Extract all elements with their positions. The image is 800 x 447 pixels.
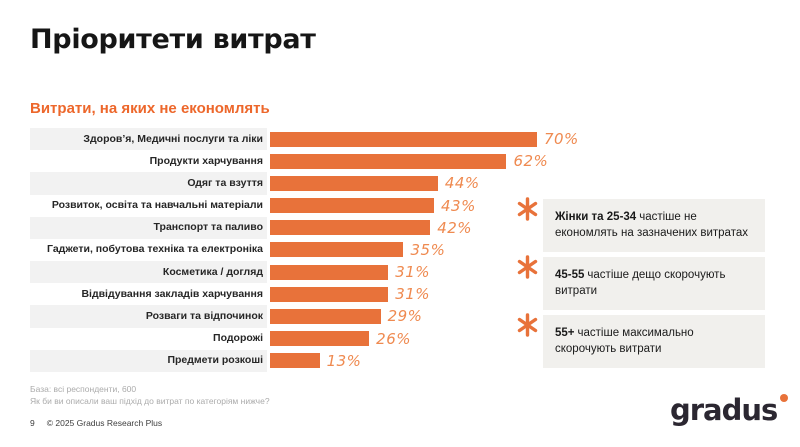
callout-45-55: 45-55 частіше дещо скорочують витрати <box>517 255 765 310</box>
callout-bold-segment: 55+ <box>555 327 575 339</box>
category-label: Косметика / догляд <box>162 265 263 278</box>
chart-row: Відвідування закладів харчування 31% <box>30 283 590 305</box>
value-label: 31% <box>395 285 431 304</box>
row-stripe <box>30 305 267 328</box>
gradus-logo: gradus <box>670 393 789 427</box>
category-label: Гаджети, побутова техніка та електроніка <box>47 243 263 256</box>
row-stripe <box>30 349 267 372</box>
callout-55-plus: 55+ частіше максимально скорочують витрат… <box>517 313 765 368</box>
category-label: Транспорт та паливо <box>153 221 263 234</box>
row-stripe <box>30 216 267 239</box>
bar <box>270 264 389 280</box>
value-label: 70% <box>543 130 579 149</box>
category-label: Розваги та відпочинок <box>145 309 263 322</box>
bar <box>270 286 389 302</box>
bar <box>270 198 434 214</box>
row-stripe <box>30 128 267 151</box>
callout-regular-segment: частіше максимально скорочують витрати <box>555 327 694 356</box>
footnote-line-2: Як би ви описали ваш підхід до витрат по… <box>30 395 270 406</box>
asterisk-icon <box>517 313 538 337</box>
value-label: 42% <box>437 218 473 237</box>
chart-row: Гаджети, побутова техніка та електроніка… <box>30 239 590 261</box>
value-label: 31% <box>395 263 431 282</box>
category-label: Продукти харчування <box>149 154 263 167</box>
row-stripe <box>30 172 267 195</box>
value-label: 44% <box>444 174 480 193</box>
category-label: Здоров’я, Медичні послуги та ліки <box>83 132 263 145</box>
bar <box>270 242 404 258</box>
bar <box>270 175 438 191</box>
value-label: 26% <box>376 329 411 348</box>
asterisk-icon <box>517 197 538 221</box>
chart-row: Здоров’я, Медичні послуги та ліки 70% <box>30 128 590 151</box>
callout-women-25-34: Жінки та 25-34 частіше не економлять на з… <box>517 197 765 252</box>
footnote-line-1: База: всі респонденти, 600 <box>30 384 137 394</box>
category-label: Розвиток, освіта та навчальні матеріали <box>51 199 263 212</box>
chart-title: Витрати, на яких не економлять <box>30 100 270 117</box>
category-label: Подорожі <box>213 332 263 345</box>
chart-row: Одяг та взуття 44% <box>30 172 590 195</box>
page-title: Пріоритети витрат <box>30 24 316 55</box>
callout-text: 45-55 частіше дещо скорочують витрати <box>543 257 765 310</box>
bar <box>270 331 370 347</box>
chart-row: Продукти харчування 62% <box>30 150 590 172</box>
callout-bold-segment: 45-55 <box>555 269 585 281</box>
chart-row: Транспорт та паливо 42% <box>30 216 590 239</box>
bar <box>270 153 507 169</box>
logo-dot-icon <box>780 394 789 402</box>
chart-row: Косметика / догляд 31% <box>30 261 590 284</box>
copyright-text: © 2025 Gradus Research Plus <box>46 418 163 428</box>
category-label: Предмети розкоші <box>167 354 263 367</box>
value-label: 29% <box>387 307 423 326</box>
chart-row: Розваги та відпочинок 29% <box>30 305 590 328</box>
bar <box>270 308 381 324</box>
category-label: Відвідування закладів харчування <box>81 287 263 300</box>
value-label: 13% <box>326 351 362 370</box>
chart-row: Розвиток, освіта та навчальні матеріали 4… <box>30 195 590 217</box>
base-footnote: База: всі респонденти, 600 Як би ви опис… <box>30 384 270 408</box>
bar <box>270 220 431 236</box>
callout-text: Жінки та 25-34 частіше не економлять на з… <box>543 199 765 252</box>
bar <box>270 131 537 147</box>
value-label: 43% <box>441 196 476 215</box>
chart-row: Подорожі 26% <box>30 328 590 350</box>
value-label: 35% <box>410 240 446 259</box>
category-label: Одяг та взуття <box>187 176 263 189</box>
callout-text: 55+ частіше максимально скорочують витрат… <box>543 315 765 368</box>
callout-regular-segment: частіше дещо скорочують витрати <box>555 269 726 298</box>
slide-footer: 9 © 2025 Gradus Research Plus <box>30 418 162 428</box>
chart-row: Предмети розкоші 13% <box>30 349 590 372</box>
callout-regular-segment: частіше не економлять на зазначених витр… <box>555 211 748 240</box>
callout-bold-segment: Жінки та 25-34 <box>555 211 637 223</box>
asterisk-icon <box>517 255 538 279</box>
value-label: 62% <box>513 152 549 171</box>
bar-chart: Здоров’я, Медичні послуги та ліки 70% Прод… <box>30 128 590 372</box>
page-number: 9 <box>30 418 35 428</box>
row-stripe <box>30 261 267 284</box>
logo-text: gradus <box>670 393 778 427</box>
bar <box>270 353 320 369</box>
